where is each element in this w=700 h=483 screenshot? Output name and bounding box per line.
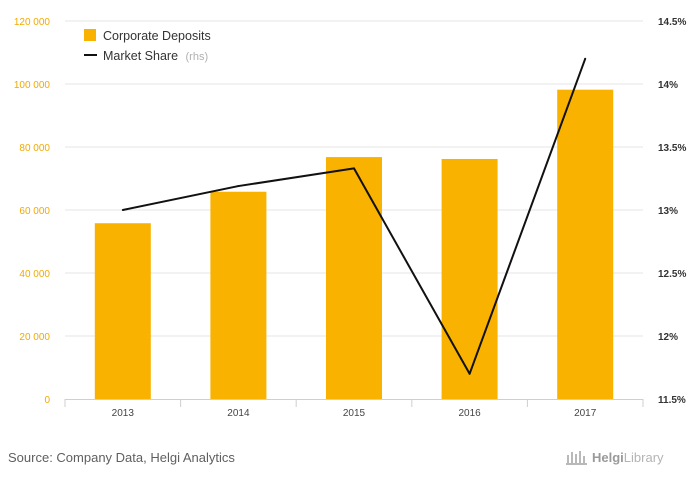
bar-2013 [94,223,151,399]
legend: Corporate Deposits Market Share (rhs) [84,29,211,63]
right-tick-label: 13.5% [658,143,686,154]
x-tick-label: 2017 [574,408,597,419]
bar-2015 [326,157,382,399]
logo-text-second: Library [623,449,664,465]
bar-2014 [210,191,267,399]
bar-2017 [557,89,614,400]
helgi-library-logo: Helgi Library [566,449,664,465]
right-tick-label: 11.5% [658,395,686,406]
bar-2016 [441,158,498,399]
left-tick-label: 120 000 [14,17,51,28]
svg-text:Market Share (rhs): Market Share (rhs) [103,49,208,63]
left-tick-label: 100 000 [14,80,51,91]
x-tick-label: 2016 [458,408,481,419]
left-tick-label: 40 000 [19,269,50,280]
line-point-2016 [468,372,471,375]
left-axis: 0 20 000 40 000 60 000 80 000 100 000 120 000 [14,17,51,406]
logo-text-main: Helgi [592,449,624,465]
right-axis: 11.5% 12% 12.5% 13% 13.5% 14% 14.5% [658,17,686,406]
x-tick-label: 2015 [343,408,366,419]
x-axis: 2013 2014 2015 2016 2017 [64,399,644,419]
line-point-2014 [237,185,240,188]
legend-label-market-share: Market Share [103,49,178,63]
left-tick-label: 0 [44,395,50,406]
library-icon [566,451,587,465]
legend-label-corporate-deposits: Corporate Deposits [103,29,211,43]
bar-series-corporate-deposits [94,89,614,400]
source-note: Source: Company Data, Helgi Analytics [8,450,235,465]
right-tick-label: 12% [658,332,678,343]
line-point-2015 [353,167,355,170]
left-tick-label: 80 000 [19,143,50,154]
right-tick-label: 14% [658,80,678,91]
line-point-2013 [121,209,124,211]
right-tick-label: 12.5% [658,269,686,280]
left-tick-label: 20 000 [19,332,50,343]
legend-swatch-corporate-deposits [84,29,96,41]
right-tick-label: 13% [658,206,678,217]
line-point-2017 [584,57,587,60]
line-series-market-share [121,57,587,375]
legend-label-rhs: (rhs) [186,51,209,63]
right-tick-label: 14.5% [658,17,686,28]
left-tick-label: 60 000 [19,206,50,217]
x-tick-label: 2013 [112,408,135,419]
x-tick-label: 2014 [227,408,250,419]
